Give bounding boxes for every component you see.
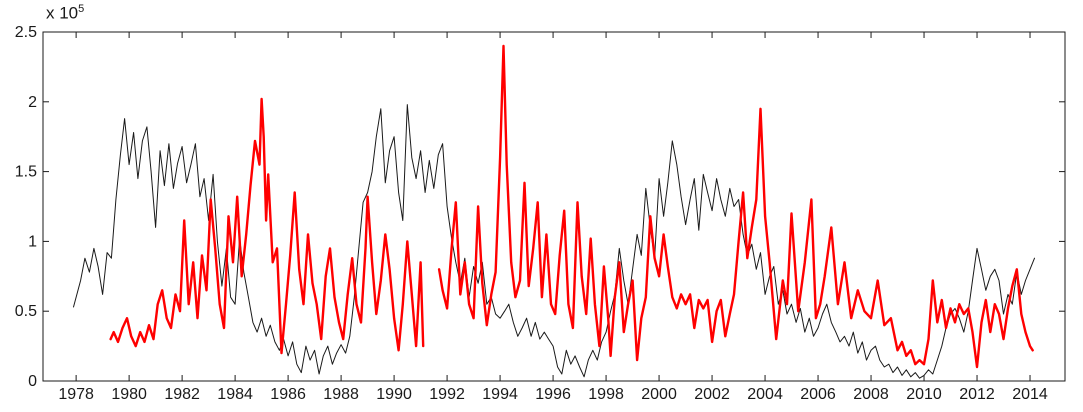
x-tick-label-1994: 1994 (482, 386, 518, 403)
x-tick-label-2000: 2000 (641, 386, 677, 403)
x-tick-label-2014: 2014 (1012, 386, 1048, 403)
y-axis-multiplier-exponent: 5 (78, 3, 85, 15)
axes-box (42, 31, 1066, 382)
x-tick-label-1978: 1978 (58, 386, 94, 403)
series-red-line (109, 97, 425, 355)
x-tick-label-1986: 1986 (270, 386, 306, 403)
x-tick-label-2004: 2004 (747, 386, 783, 403)
y-tick-label-0.5: 0.5 (15, 303, 37, 320)
x-tick-label-1984: 1984 (217, 386, 253, 403)
x-tick-label-1992: 1992 (429, 386, 465, 403)
x-tick-label-2012: 2012 (959, 386, 995, 403)
x-tick-label-2002: 2002 (694, 386, 730, 403)
y-axis-multiplier-base: x 10 (46, 3, 79, 23)
x-tick-label-1998: 1998 (588, 386, 624, 403)
x-tick-label-1988: 1988 (323, 386, 359, 403)
y-tick-label-2.5: 2.5 (15, 24, 37, 41)
x-tick-label-1990: 1990 (376, 386, 412, 403)
y-tick-label-1.5: 1.5 (15, 164, 37, 181)
y-tick-label-1: 1 (28, 233, 37, 250)
series-red-line (437, 44, 1034, 369)
series-black-line (73, 104, 1035, 379)
x-tick-label-1996: 1996 (535, 386, 571, 403)
y-axis-multiplier: x 105 (46, 3, 84, 24)
x-tick-label-2006: 2006 (800, 386, 836, 403)
x-tick-label-1982: 1982 (164, 386, 200, 403)
x-tick-label-2010: 2010 (906, 386, 942, 403)
x-tick-label-1980: 1980 (111, 386, 147, 403)
x-tick-label-2008: 2008 (853, 386, 889, 403)
y-tick-label-2: 2 (28, 94, 37, 111)
y-tick-label-0: 0 (28, 373, 37, 390)
